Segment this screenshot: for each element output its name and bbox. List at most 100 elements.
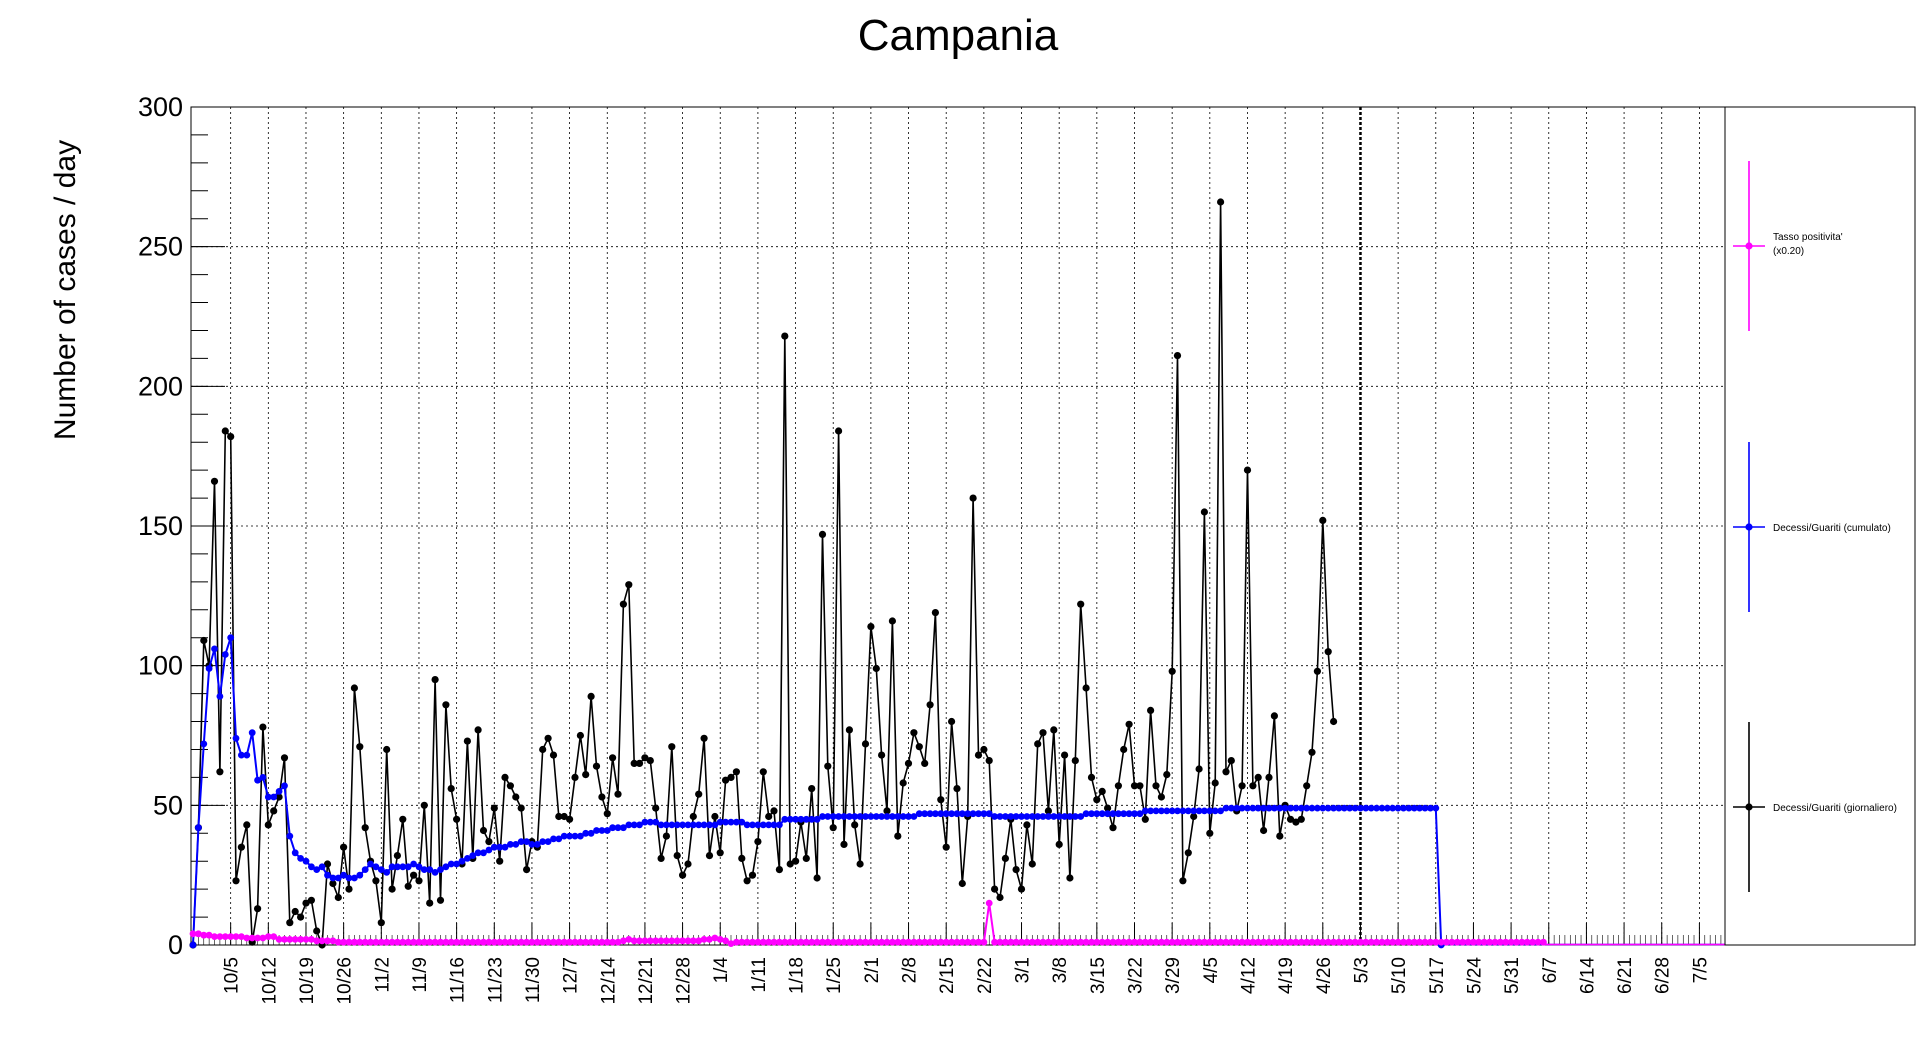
data-point [426,866,434,873]
data-point [1201,938,1208,946]
data-point [722,937,729,945]
data-point [275,936,283,943]
data-point [221,427,229,435]
data-point [566,938,573,946]
data-point [431,869,439,876]
data-point [1265,938,1273,946]
data-point [1238,804,1246,812]
data-point [313,866,321,873]
data-point [1088,810,1095,818]
data-point [991,813,998,820]
data-point [264,793,272,801]
x-tick-label: 1/4 [711,957,732,984]
data-point [840,938,848,946]
data-point [232,877,240,885]
data-point [297,913,305,921]
data-point [716,849,724,857]
data-point [323,860,332,868]
x-tick-label: 12/28 [674,957,695,1005]
data-point [743,938,751,946]
x-tick-label: 5/10 [1389,957,1410,994]
data-point [1141,807,1149,815]
data-point [910,729,918,737]
data-point [743,877,751,885]
x-tick-label: 11/9 [410,957,431,993]
data-point [883,807,891,815]
data-point [1211,807,1219,815]
data-point [980,745,988,754]
x-tick-label: 2/22 [975,957,996,994]
data-point [1238,938,1246,946]
data-point [1211,938,1219,946]
series-line-0 [193,902,1544,945]
data-point [485,846,493,854]
data-point [340,938,347,946]
data-point [781,938,789,946]
data-point [942,810,950,818]
data-point [1265,773,1273,782]
x-tick-label: 2/8 [900,957,921,983]
data-point [937,810,945,818]
data-point [910,813,918,820]
data-point [1093,938,1101,946]
data-point [915,938,923,946]
data-point [948,717,956,726]
legend-entry: Tasso positivita' (x0.20) [1733,161,1843,331]
data-point [856,938,864,946]
data-point [372,938,380,946]
data-point [1012,938,1020,946]
data-point [243,821,251,829]
data-point [1491,938,1499,946]
data-point [523,838,530,845]
data-point [195,824,202,832]
data-point [232,734,240,742]
data-point [469,852,477,859]
data-point [517,804,525,812]
data-point [415,863,423,871]
data-point [899,813,907,820]
data-point [1217,938,1224,946]
data-point [754,838,762,846]
data-point [238,933,245,940]
data-point [216,933,224,940]
data-point [512,841,520,848]
data-point [1055,813,1063,820]
x-tick-label: 3/1 [1013,957,1034,983]
data-point [291,907,299,916]
data-point [856,860,864,868]
data-point [1249,804,1257,812]
data-point [394,938,401,946]
data-point [646,757,654,765]
data-point [840,813,848,820]
legend-box [1724,106,1916,946]
data-point [953,938,961,946]
data-point [571,938,579,946]
data-point [894,813,902,820]
data-point [1093,796,1101,804]
x-tick-label: 1/18 [787,957,808,994]
x-tick-label: 10/5 [222,957,243,994]
x-tick-label: 3/15 [1088,957,1109,994]
data-point [474,849,482,857]
data-point [915,810,923,818]
legend-marker [1745,523,1753,531]
data-point [555,835,563,843]
data-point [1071,813,1079,820]
data-point [1351,938,1359,946]
data-point [1314,804,1321,812]
data-point [657,854,665,863]
data-point [829,824,837,832]
data-point [711,821,719,829]
data-point [663,821,670,829]
data-point [851,938,859,946]
legend-marker [1745,803,1753,811]
data-point [948,810,955,818]
data-point [985,810,993,818]
data-point [1480,938,1488,946]
data-point [383,869,391,876]
data-point [733,938,740,946]
series-line-1 [192,637,1443,946]
data-point [732,768,741,776]
data-point [1281,938,1289,946]
data-point [1513,938,1520,946]
